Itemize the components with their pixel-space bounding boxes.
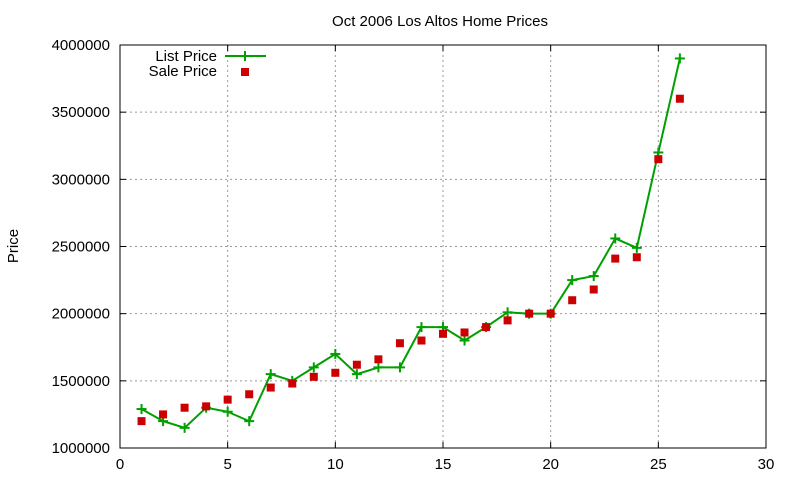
list-price-point [308,362,319,373]
y-tick-label: 1500000 [52,373,110,390]
list-price-point [502,307,513,318]
y-axis-label: Price [5,229,22,263]
list-price-point [330,348,341,359]
x-tick-label: 20 [542,456,559,473]
sale-price-point [546,309,555,318]
list-price-point [588,271,599,282]
sale-price-point [395,339,404,348]
x-tick-label: 0 [116,456,124,473]
list-price-point [631,242,642,253]
x-tick-label: 30 [758,456,775,473]
sale-price-point [266,383,275,392]
sale-price-point [180,403,189,412]
list-price-point [351,369,362,380]
series-line-list-price [141,58,681,429]
list-price-point [567,275,578,286]
y-tick-label: 1000000 [52,440,110,457]
sale-price-point [309,372,318,381]
sale-price-point [460,328,469,337]
list-price-point [394,362,405,373]
list-price-point [222,406,233,417]
sale-price-point [352,360,361,369]
x-tick-label: 10 [327,456,344,473]
list-price-point [136,404,147,415]
x-tick-label: 15 [435,456,452,473]
y-tick-label: 3500000 [52,104,110,121]
sale-price-point [611,254,620,263]
legend-label-list-price: List Price [155,48,217,65]
legend-label-sale-price: Sale Price [149,63,217,80]
sale-price-point [482,323,491,332]
legend-marker-list-price [240,51,250,61]
y-tick-label: 2000000 [52,306,110,323]
sale-price-point [223,395,232,404]
list-price-point [244,416,255,427]
list-price-point [674,53,685,64]
grid [120,45,766,448]
list-price-point [610,233,621,244]
sale-price-point [202,402,211,411]
axis-ticks: 1000000 1500000 2000000 2500000 3000000 35000… [52,37,775,473]
list-price-point [179,422,190,433]
chart-title: Oct 2006 Los Altos Home Prices [332,13,548,30]
list-price-point [265,369,276,380]
sale-price-point [159,410,168,419]
series [136,53,685,433]
list-price-point [459,335,470,346]
sale-price-point [525,309,534,318]
sale-price-point [137,417,146,426]
sale-price-point [374,355,383,364]
sale-price-point [288,379,297,388]
list-price-point [373,362,384,373]
sale-price-point [568,296,577,305]
legend-marker-sale-price [241,68,249,76]
sale-price-point [439,329,447,338]
sale-price-point [589,285,598,294]
y-tick-label: 2500000 [52,239,110,256]
sale-price-point [675,94,684,103]
sale-price-point [654,155,663,164]
sale-price-point [331,368,340,377]
sale-price-point [245,390,254,399]
legend: List Price Sale Price [149,48,266,80]
y-tick-label: 4000000 [52,37,110,54]
sale-price-point [632,253,641,262]
y-tick-label: 3000000 [52,171,110,188]
x-tick-label: 5 [223,456,231,473]
list-price-point [416,322,427,333]
x-tick-label: 25 [650,456,667,473]
sale-price-point [417,336,426,345]
sale-price-point [503,316,512,325]
